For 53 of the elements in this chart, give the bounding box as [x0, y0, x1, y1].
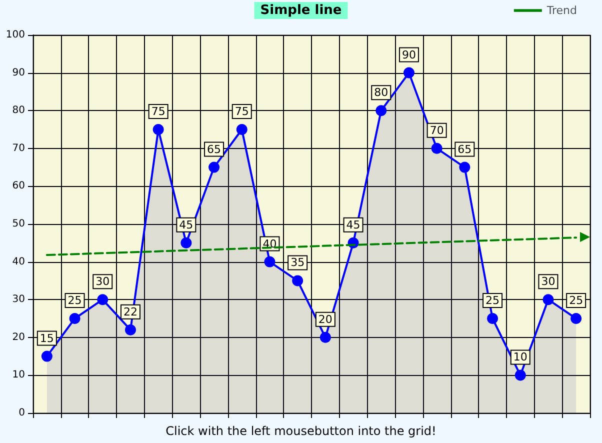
- y-tick-label: 60: [12, 180, 25, 192]
- point: [208, 162, 220, 173]
- point: [41, 350, 52, 362]
- point: [124, 324, 136, 336]
- y-tick-label: 30: [12, 294, 25, 306]
- data-label: 30: [96, 275, 110, 288]
- point: [570, 313, 582, 324]
- data-label: 90: [402, 48, 416, 62]
- point: [264, 256, 276, 268]
- data-label: 40: [262, 237, 277, 250]
- data-label: 25: [486, 294, 500, 307]
- data-label: 75: [151, 105, 166, 118]
- y-tick-label: 50: [12, 218, 25, 230]
- data-label: 70: [430, 124, 444, 137]
- data-label: 45: [346, 218, 360, 232]
- point: [403, 67, 414, 78]
- point: [180, 237, 192, 248]
- point: [97, 294, 108, 306]
- point: [152, 124, 164, 135]
- y-tick-label: 20: [12, 332, 25, 343]
- data-label: 65: [458, 142, 472, 156]
- point: [487, 313, 498, 324]
- data-label: 10: [513, 350, 528, 364]
- point: [376, 105, 387, 116]
- text: Click with the left mousebutton into the grid!: [166, 424, 436, 438]
- point: [542, 294, 554, 306]
- point: [514, 370, 526, 381]
- data-label: 45: [179, 218, 194, 232]
- data-label: 25: [569, 294, 584, 307]
- data-label: 22: [123, 305, 138, 318]
- point: [320, 332, 331, 343]
- point: [459, 162, 470, 173]
- point: [69, 313, 80, 324]
- y-tick-label: 70: [12, 142, 25, 154]
- data-label: 35: [290, 256, 305, 270]
- y-tick-label: 10: [12, 370, 25, 381]
- point: [292, 275, 304, 286]
- point: [236, 124, 248, 135]
- y-tick-label: 90: [12, 67, 25, 78]
- y-tick-label: 0: [18, 408, 25, 418]
- data-label: 15: [40, 332, 54, 345]
- data-label: 30: [541, 275, 556, 288]
- chart-title: Simple line: [260, 3, 342, 18]
- y-tick-label: 100: [6, 30, 25, 40]
- data-label: 65: [207, 142, 222, 156]
- y-tick-label: 80: [12, 105, 25, 116]
- data-label: 75: [234, 105, 249, 118]
- legend-label: Trend: [546, 4, 578, 17]
- data-label: 20: [318, 312, 332, 326]
- data-label: 25: [68, 294, 82, 307]
- point: [431, 142, 442, 154]
- data-label: 80: [374, 86, 388, 100]
- y-tick-label: 40: [12, 256, 25, 268]
